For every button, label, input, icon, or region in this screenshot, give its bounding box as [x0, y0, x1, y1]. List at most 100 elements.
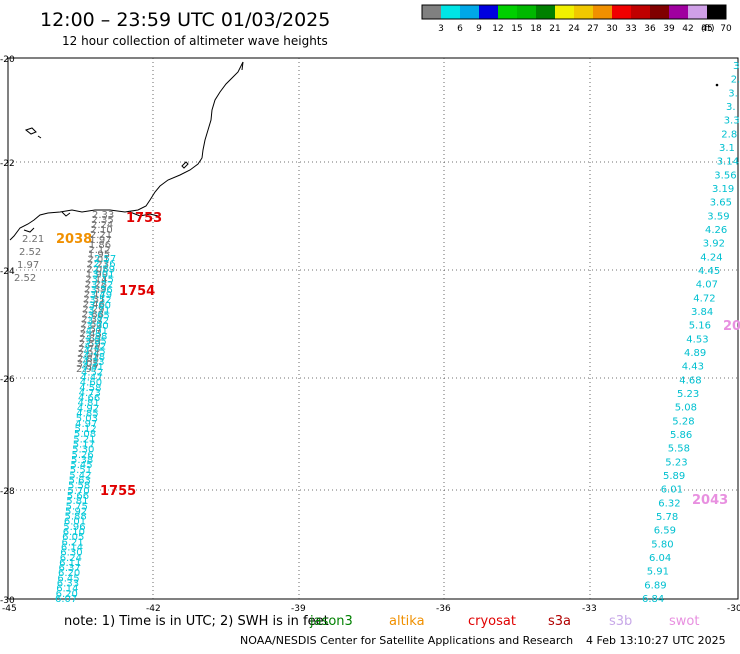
swh-value: 6.14: [56, 584, 78, 595]
legend-swatch: [517, 5, 536, 19]
swh-value: 2.63: [79, 334, 101, 345]
coastline: [9, 61, 244, 241]
swh-value: 2.52: [19, 247, 41, 258]
swh-value: 5.78: [656, 512, 678, 523]
swh-value: 2.78: [78, 344, 100, 355]
legend-swatch: [574, 5, 593, 19]
legend-swatch: [631, 5, 650, 19]
legend-label: 30: [606, 24, 618, 34]
credit-text: NOAA/NESDIS Center for Satellite Applica…: [240, 634, 573, 647]
swh-value: 5.70: [67, 486, 89, 497]
lon-label: -33: [582, 604, 597, 614]
swh-value: 4.43: [682, 362, 704, 373]
legend-label: 18: [530, 24, 542, 34]
swh-value: 3.65: [710, 198, 732, 209]
swh-value: 3.65: [88, 311, 110, 322]
swh-value: 4.24: [700, 252, 722, 263]
swh-value: 3.88: [85, 331, 107, 342]
swh-value: 2.: [731, 75, 740, 86]
footer-note: note: 1) Time is in UTC; 2) SWH is in fe…: [64, 614, 329, 629]
swh-value: 5.03: [76, 414, 98, 425]
swh-value: 3.84: [691, 307, 713, 318]
swh-value: 6.10: [63, 527, 85, 538]
legend-label: 12: [492, 24, 503, 34]
swh-value: 6.89: [644, 580, 666, 591]
swh-value: 6.05: [62, 532, 84, 543]
legend-border: [421, 4, 727, 20]
swh-value: 5.23: [677, 389, 699, 400]
legend-swatch: [498, 5, 517, 19]
swh-value: 5.58: [668, 444, 690, 455]
legend-label: 24: [568, 24, 580, 34]
swh-value: 5.88: [65, 512, 87, 523]
swh-value: 6.21: [62, 537, 84, 548]
swh-value: 3.01: [92, 270, 114, 281]
time-label-20: 20: [723, 319, 740, 334]
mission-label: s3a: [548, 614, 571, 629]
swh-value: 4.85: [76, 409, 98, 420]
legend-label: 39: [663, 24, 675, 34]
swh-value: 5.66: [67, 491, 89, 502]
swh-value: 2.57: [80, 324, 102, 335]
swh-value: 4.45: [698, 266, 720, 277]
legend-swatch: [707, 5, 726, 19]
lon-label: -42: [146, 604, 161, 614]
swh-value: 4.53: [686, 334, 708, 345]
swh-value: 2.17: [84, 290, 106, 301]
swh-value: 4.18: [83, 352, 105, 363]
mission-label: s3b: [609, 614, 632, 629]
swh-value: 5.23: [665, 457, 687, 468]
swh-value: 2.59: [79, 339, 101, 350]
swh-value: 2.52: [14, 273, 36, 284]
swh-value: 3.15: [92, 275, 114, 286]
swh-value: 3.14: [717, 157, 739, 168]
color-legend: 3 6 9 12 15 18 21 24 27 30 33 36 39 42 45 70: [421, 4, 732, 34]
swh-value: 4.66: [78, 393, 100, 404]
legend-swatch: [555, 5, 574, 19]
swh-value: 4.89: [684, 348, 706, 359]
swh-value: 2.21: [90, 230, 112, 241]
swh-value: 4.73: [79, 388, 101, 399]
satellite-tracks: 2.332.352.242.102.211.971.862.121.952.01…: [55, 61, 740, 605]
swh-value: 3.1: [719, 143, 735, 154]
swh-value: 3.49: [90, 290, 112, 301]
swh-value: 3.: [733, 61, 740, 72]
swh-value: 5.45: [70, 460, 92, 471]
swh-value: 3.19: [712, 184, 734, 195]
swh-value: 5.80: [651, 539, 673, 550]
legend-label: 33: [625, 24, 636, 34]
swh-value: 5.30: [72, 445, 94, 456]
swh-value: 6.30: [60, 548, 82, 559]
legend-swatch: [536, 5, 555, 19]
swh-value: 6.32: [658, 498, 680, 509]
swh-value: 2.10: [91, 225, 113, 236]
swh-value: 5.89: [663, 471, 685, 482]
swh-value: 3.92: [703, 239, 725, 250]
legend-label: 15: [511, 24, 522, 34]
legend-label: 36: [644, 24, 656, 34]
time-label-2043: 2043: [692, 493, 728, 508]
swh-value: 3.3: [724, 116, 740, 127]
swh-value: 5.92: [65, 506, 87, 517]
lat-lon-grid: [8, 58, 738, 599]
swh-value: 6.33: [57, 579, 79, 590]
swh-value: 5.58: [68, 481, 90, 492]
swh-value: 4.01: [86, 326, 108, 337]
swh-value: 4.07: [696, 280, 718, 291]
swh-value: 6.59: [654, 526, 676, 537]
swh-value: 3.82: [87, 316, 109, 327]
legend-label: 27: [587, 24, 598, 34]
swh-value: 3.52: [89, 295, 111, 306]
swh-value: 4.47: [80, 373, 102, 384]
swh-value: 5.28: [672, 416, 694, 427]
swh-value: 5.12: [75, 424, 97, 435]
lat-label: -24: [0, 267, 15, 277]
swh-value: 4.68: [679, 375, 701, 386]
swh-value: 4.60: [80, 378, 102, 389]
legend-label: 70: [720, 24, 732, 34]
swh-value: 5.51: [70, 465, 92, 476]
lat-label: -28: [0, 487, 15, 497]
swh-value: 2.23: [87, 260, 109, 271]
swh-value: 6.37: [59, 563, 81, 574]
